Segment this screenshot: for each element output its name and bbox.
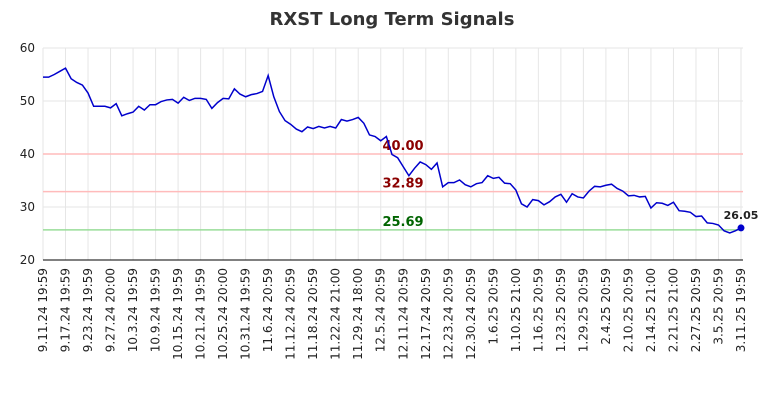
reference-label: 40.00 bbox=[382, 139, 423, 154]
x-tick-label: 11.22.24 21:00 bbox=[329, 268, 343, 360]
x-tick-label: 1.16.25 20:59 bbox=[531, 268, 545, 352]
x-tick-label: 11.29.24 18:00 bbox=[351, 268, 365, 360]
x-tick-label: 1.23.25 20:59 bbox=[554, 268, 568, 352]
x-tick-label: 11.6.24 20:59 bbox=[261, 268, 275, 352]
y-tick-label: 30 bbox=[20, 200, 35, 214]
x-tick-label: 9.17.24 19:59 bbox=[59, 268, 73, 352]
line bbox=[43, 67, 742, 234]
x-tick-label: 2.14.25 21:00 bbox=[644, 268, 658, 352]
last-point bbox=[737, 224, 745, 232]
x-tick-label: 10.9.24 19:59 bbox=[149, 268, 163, 352]
x-tick-label: 1.10.25 21:00 bbox=[509, 268, 523, 352]
x-tick-label: 1.29.25 20:59 bbox=[576, 268, 590, 352]
x-tick-label: 2.4.25 20:59 bbox=[599, 268, 613, 345]
y-tick-label: 60 bbox=[20, 41, 35, 55]
last-value-label: 26.05 bbox=[724, 209, 759, 222]
x-tick-label: 12.30.24 20:59 bbox=[464, 268, 478, 360]
x-tick-label: 10.31.24 19:59 bbox=[239, 268, 253, 360]
x-tick-label: 12.11.24 20:59 bbox=[396, 268, 410, 360]
x-tick-label: 10.15.24 19:59 bbox=[171, 268, 185, 360]
x-tick-label: 12.17.24 20:59 bbox=[419, 268, 433, 360]
x-tick-label: 3.11.25 19:59 bbox=[734, 268, 748, 352]
x-tick-label: 2.10.25 20:59 bbox=[621, 268, 635, 352]
x-tick-label: 12.23.24 20:59 bbox=[441, 268, 455, 360]
x-tick-label: 11.12.24 20:59 bbox=[284, 268, 298, 360]
y-tick-label: 40 bbox=[20, 147, 35, 161]
x-tick-label: 9.23.24 19:59 bbox=[81, 268, 95, 352]
x-tick-label: 10.21.24 19:59 bbox=[194, 268, 208, 360]
reference-label: 25.69 bbox=[382, 215, 423, 230]
x-tick-label: 2.21.25 21:00 bbox=[666, 268, 680, 352]
x-tick-label: 9.27.24 20:00 bbox=[104, 268, 118, 352]
x-tick-label: 1.6.25 20:59 bbox=[486, 268, 500, 345]
y-tick-label: 50 bbox=[20, 94, 35, 108]
x-tick-label: 3.5.25 20:59 bbox=[711, 268, 725, 345]
x-tick-label: 11.18.24 20:59 bbox=[306, 268, 320, 360]
y-tick-label: 20 bbox=[20, 253, 35, 267]
x-tick-label: 10.25.24 20:00 bbox=[216, 268, 230, 360]
reference-label: 32.89 bbox=[382, 177, 423, 192]
x-tick-label: 2.27.25 20:59 bbox=[689, 268, 703, 352]
x-tick-label: 10.3.24 19:59 bbox=[126, 268, 140, 352]
chart-title: RXST Long Term Signals bbox=[270, 9, 515, 30]
x-tick-label: 9.11.24 19:59 bbox=[36, 268, 50, 352]
x-tick-label: 12.5.24 20:59 bbox=[374, 268, 388, 352]
